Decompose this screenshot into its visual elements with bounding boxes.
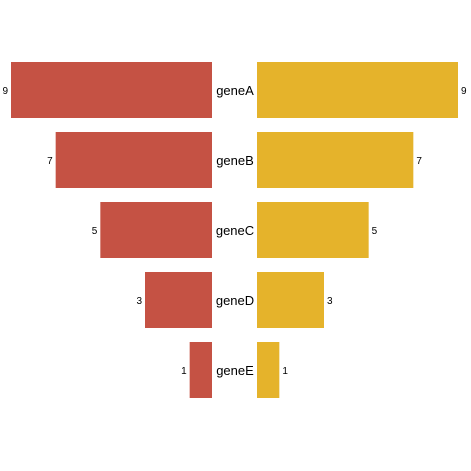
bar-right-geneC — [257, 202, 369, 258]
value-label-right-geneB: 7 — [416, 156, 422, 167]
bar-left-geneB — [55, 132, 212, 188]
category-label-geneA: geneA — [216, 83, 254, 98]
bar-right-geneA — [257, 62, 458, 118]
category-label-geneD: geneD — [216, 293, 254, 308]
value-label-left-geneA: 9 — [2, 86, 8, 97]
value-label-left-geneB: 7 — [47, 156, 53, 167]
bar-right-geneE — [257, 342, 280, 398]
category-label-geneE: geneE — [216, 363, 254, 378]
value-label-left-geneD: 3 — [136, 296, 142, 307]
value-label-right-geneD: 3 — [327, 296, 333, 307]
bar-left-geneA — [11, 62, 212, 118]
value-label-right-geneA: 9 — [461, 86, 467, 97]
value-label-left-geneC: 5 — [92, 226, 98, 237]
category-label-geneB: geneB — [216, 153, 254, 168]
category-label-geneC: geneC — [216, 223, 254, 238]
value-label-left-geneE: 1 — [181, 366, 187, 377]
bar-right-geneD — [257, 272, 324, 328]
bar-left-geneD — [145, 272, 212, 328]
value-label-right-geneE: 1 — [282, 366, 288, 377]
bar-right-geneB — [257, 132, 414, 188]
bar-left-geneC — [100, 202, 212, 258]
value-label-right-geneC: 5 — [372, 226, 378, 237]
bar-left-geneE — [189, 342, 212, 398]
